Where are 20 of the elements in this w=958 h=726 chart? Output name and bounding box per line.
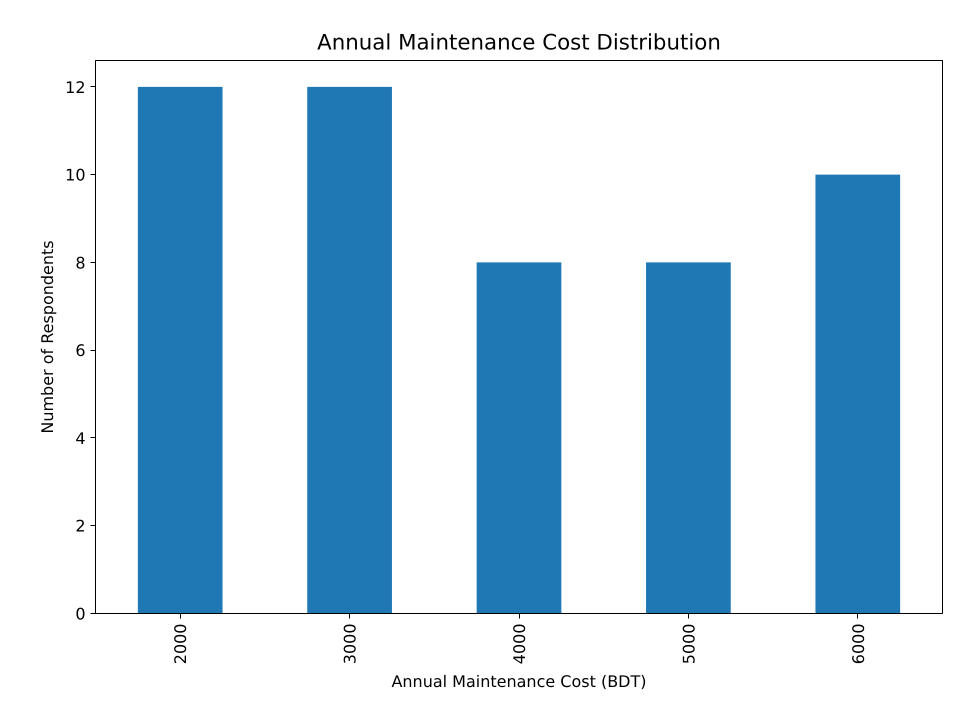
x-tick-label: 3000: [340, 624, 360, 664]
x-tick-label: 4000: [510, 624, 529, 664]
bar: [476, 262, 562, 614]
y-tick-label: 6: [75, 341, 86, 360]
bar: [307, 86, 392, 614]
chart-title: Annual Maintenance Cost Distribution: [317, 30, 721, 56]
y-axis-title: Number of Respondents: [38, 240, 58, 434]
bar: [646, 262, 731, 614]
bar: [138, 86, 223, 614]
y-tick-label: 12: [65, 78, 86, 97]
y-tick-label: 4: [75, 428, 86, 448]
x-tick-label: 6000: [848, 624, 868, 664]
bar: [815, 174, 900, 614]
y-tick-label: 2: [75, 516, 86, 536]
x-tick-label: 2000: [171, 624, 190, 664]
x-tick-label: 5000: [679, 624, 698, 664]
y-tick-label: 8: [75, 253, 86, 272]
y-tick-label: 10: [65, 166, 86, 185]
x-axis-title: Annual Maintenance Cost (BDT): [391, 672, 647, 692]
y-tick-label: 0: [75, 604, 86, 624]
